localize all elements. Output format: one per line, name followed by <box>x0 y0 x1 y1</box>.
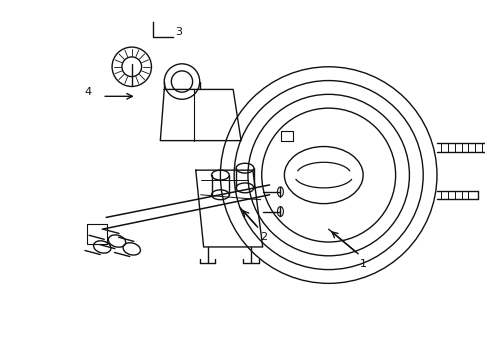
Text: 1: 1 <box>360 259 366 269</box>
Text: 2: 2 <box>259 232 266 242</box>
Text: 4: 4 <box>84 87 91 97</box>
Text: 3: 3 <box>175 27 182 37</box>
